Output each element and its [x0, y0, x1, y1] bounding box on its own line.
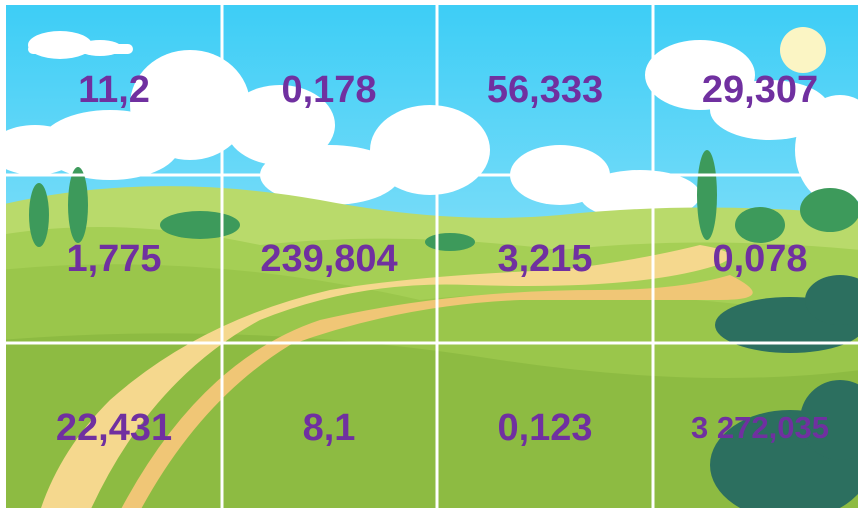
cell-number[interactable]: 56,333 — [487, 69, 603, 111]
cell-number[interactable]: 8,1 — [303, 407, 356, 449]
cell-number[interactable]: 239,804 — [260, 238, 397, 280]
cell-number[interactable]: 0,123 — [497, 407, 592, 449]
page: {"grid": {"rows": [ ["11,2", "0,178", "5… — [0, 0, 861, 511]
cell-number[interactable]: 22,431 — [56, 407, 172, 449]
cell-number[interactable]: 29,307 — [702, 69, 818, 111]
cell-number[interactable]: 1,775 — [66, 238, 161, 280]
slide: 11,2 0,178 56,333 29,307 1,775 239,804 3… — [0, 0, 861, 511]
cell-number[interactable]: 3 272,035 — [691, 410, 829, 445]
cell-number[interactable]: 3,215 — [497, 238, 592, 280]
cell-number[interactable]: 0,078 — [712, 238, 807, 280]
cell-number[interactable]: 0,178 — [281, 69, 376, 111]
cell-number[interactable]: 11,2 — [78, 69, 150, 111]
